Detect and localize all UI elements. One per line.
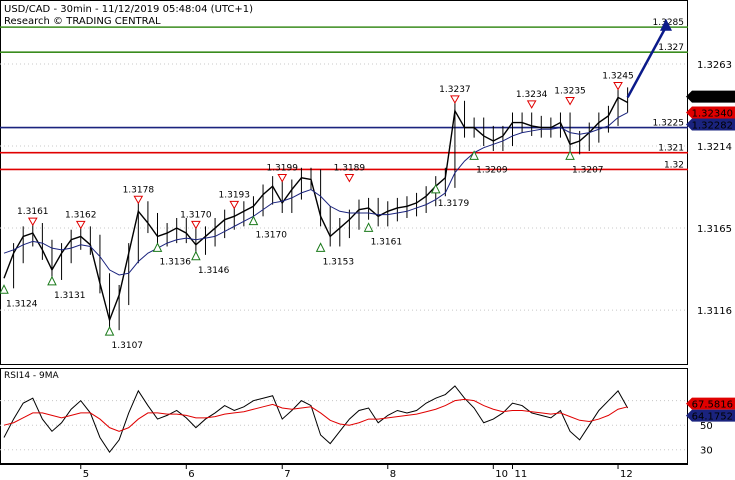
pivot-low-label: 1.3146	[198, 266, 230, 276]
pivot-high-label: 1.3161	[17, 207, 49, 217]
level-label: 1.3225	[653, 119, 685, 129]
pivot-low-label: 1.3153	[323, 257, 355, 267]
forecast-arrow-line	[626, 26, 668, 99]
pivot-low-label: 1.3136	[160, 257, 192, 267]
time-tick-label: 6	[188, 469, 194, 480]
price-tick-label: 1.3165	[697, 224, 732, 235]
pivot-low-marker	[363, 222, 374, 232]
forecast-arrow-head	[660, 18, 672, 31]
price-tick-label: 1.3263	[697, 60, 732, 71]
price-panel-frame	[0, 0, 688, 365]
pivot-low-marker	[47, 275, 57, 286]
pivot-high-marker	[27, 217, 38, 227]
pivot-high-marker	[450, 95, 460, 104]
pivot-low-label: 1.3209	[476, 165, 508, 175]
pivot-high-marker	[133, 195, 144, 205]
time-tick-label: 8	[390, 469, 396, 480]
moving-average-line	[3, 112, 628, 276]
pivot-low-label: 1.3124	[6, 299, 38, 309]
pivot-low-marker	[430, 183, 441, 194]
pivot-high-marker	[344, 174, 355, 183]
pivot-low-marker	[469, 150, 479, 160]
rsi-tick-label: 50	[700, 421, 713, 432]
rsi-line	[3, 385, 629, 454]
pivot-markers: 1.3124 1.3161 1.3131 1.3162 1.3107 1.3178 1.31…	[0, 71, 634, 351]
price-axis: 1.3263 1.3214 1.3165 1.3116	[697, 60, 732, 317]
time-tick-label: 5	[83, 469, 89, 480]
price-series-group	[3, 18, 672, 331]
pivot-high-marker	[565, 97, 575, 106]
pivot-high-marker	[191, 220, 201, 230]
support-resistance-levels: 1.3285 1.327 1.3225 1.321 1.32	[0, 18, 688, 170]
pivot-high-marker	[229, 200, 240, 210]
pivot-high-label: 1.3193	[219, 190, 251, 200]
time-tick-label: 11	[514, 469, 527, 480]
grid	[0, 63, 688, 311]
pivot-high-label: 1.3170	[180, 210, 212, 220]
price-tag-bg	[686, 106, 735, 119]
price-tag-label: 1.32340	[692, 109, 733, 120]
rsi-ma-line	[3, 398, 628, 432]
level-label: 1.3285	[653, 18, 685, 28]
pivot-low-marker	[315, 242, 326, 252]
pivot-low-marker	[0, 284, 9, 294]
rsi-tag-label: 64.1752	[692, 412, 733, 423]
level-label: 1.327	[658, 43, 684, 53]
rsi-title: RSI14 - 9MA	[4, 371, 60, 381]
rsi-tick-label: 30	[700, 446, 713, 457]
price-tag-bg	[686, 118, 735, 131]
pivot-high-label: 1.3235	[554, 87, 586, 97]
pivot-low-marker	[191, 250, 201, 261]
pivot-low-label: 1.3207	[572, 165, 604, 175]
pivot-high-label: 1.3178	[123, 185, 155, 195]
pivot-low-marker	[248, 215, 259, 226]
time-tick-label: 12	[620, 469, 633, 480]
pivot-low-label: 1.3179	[438, 199, 470, 209]
level-label: 1.32	[664, 160, 684, 170]
pivot-high-label: 1.3189	[334, 164, 366, 174]
pivot-high-marker	[526, 100, 537, 109]
price-tick-label: 1.3116	[697, 306, 732, 317]
level-label: 1.321	[658, 144, 684, 154]
time-tick-label: 10	[495, 469, 508, 480]
pivot-high-marker	[613, 81, 623, 91]
price-tag-label: 1.32435	[692, 93, 733, 104]
price-tag-bg	[686, 90, 735, 103]
pivot-low-marker	[152, 242, 163, 252]
pivot-high-marker	[75, 220, 86, 230]
pivot-high-marker	[277, 174, 288, 183]
pivot-high-label: 1.3237	[439, 85, 471, 95]
chart-title: USD/CAD - 30min - 11/12/2019 05:48:04 (U…	[4, 4, 253, 15]
price-line	[3, 96, 628, 323]
pivot-high-label: 1.3162	[65, 210, 97, 220]
chart-subtitle: Research © TRADING CENTRAL	[4, 16, 161, 27]
pivot-low-label: 1.3170	[255, 231, 287, 241]
rsi-tag-bg	[686, 409, 735, 422]
price-tick-label: 1.3214	[697, 142, 732, 153]
rsi-tag-label: 67.5816	[692, 400, 733, 411]
pivot-low-label: 1.3161	[371, 237, 403, 247]
pivot-low-label: 1.3107	[112, 341, 143, 351]
time-tick-label: 7	[284, 469, 290, 480]
pivot-high-label: 1.3234	[516, 90, 548, 100]
pivot-low-marker	[104, 326, 115, 336]
pivot-high-label: 1.3245	[602, 71, 634, 81]
price-tag-label: 1.32282	[692, 121, 733, 132]
pivot-high-label: 1.3199	[266, 164, 298, 174]
time-axis: 5 6 7 8 10 11 12	[80, 464, 633, 480]
pivot-low-marker	[565, 150, 575, 160]
pivot-low-label: 1.3131	[54, 291, 86, 301]
rsi-tag-bg	[686, 397, 735, 410]
